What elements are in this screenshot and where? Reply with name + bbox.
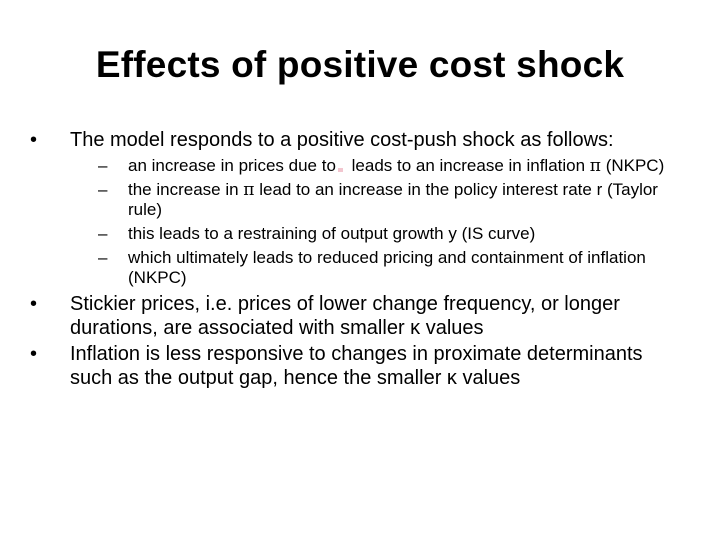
sub-bullet-text-post: lead to an increase in the policy intere… [128,180,658,219]
pi-symbol: π [589,156,601,176]
sub-bullet-text-tail: (NKPC) [600,156,665,175]
bullet-item-inflation-responsive: • Inflation is less responsive to change… [30,342,690,390]
sub-bullet-text-post: leads to an increase in inflation [346,156,590,175]
bullet-text: Stickier prices, i.e. prices of lower ch… [70,293,620,339]
sub-bullet-text: this leads to a restraining of output gr… [128,224,536,243]
bullet-text: The model responds to a positive cost-pu… [70,129,614,151]
slide-title: Effects of positive cost shock [95,44,625,85]
sub-bullet-text-pre: the increase in [128,180,244,199]
missing-symbol-placeholder [337,168,343,172]
bullet-text: Inflation is less responsive to changes … [70,343,643,389]
dash-marker: – [98,224,108,243]
sub-bullet-item-containment: – which ultimately leads to reduced pric… [70,248,690,288]
dash-marker: – [98,180,108,199]
bullet-marker: • [30,343,38,365]
bullet-marker: • [30,293,38,315]
sub-bullet-item-output: – this leads to a restraining of output … [70,224,690,244]
sub-bullet-text-pre: an increase in prices due to [128,156,336,175]
sub-bullet-item-prices: – an increase in prices due to leads to … [70,156,690,176]
bullet-list: • The model responds to a positive cost-… [30,128,690,390]
sub-bullet-text: which ultimately leads to reduced pricin… [128,248,646,287]
bullet-marker: • [30,129,38,151]
bullet-item-stickier-prices: • Stickier prices, i.e. prices of lower … [30,292,690,340]
dash-marker: – [98,248,108,267]
dash-marker: – [98,156,108,175]
bullet-item-model-response: • The model responds to a positive cost-… [30,128,690,288]
sub-bullet-list: – an increase in prices due to leads to … [70,156,690,288]
pi-symbol: π [243,180,255,200]
sub-bullet-item-interest-rate: – the increase in π lead to an increase … [70,180,690,220]
